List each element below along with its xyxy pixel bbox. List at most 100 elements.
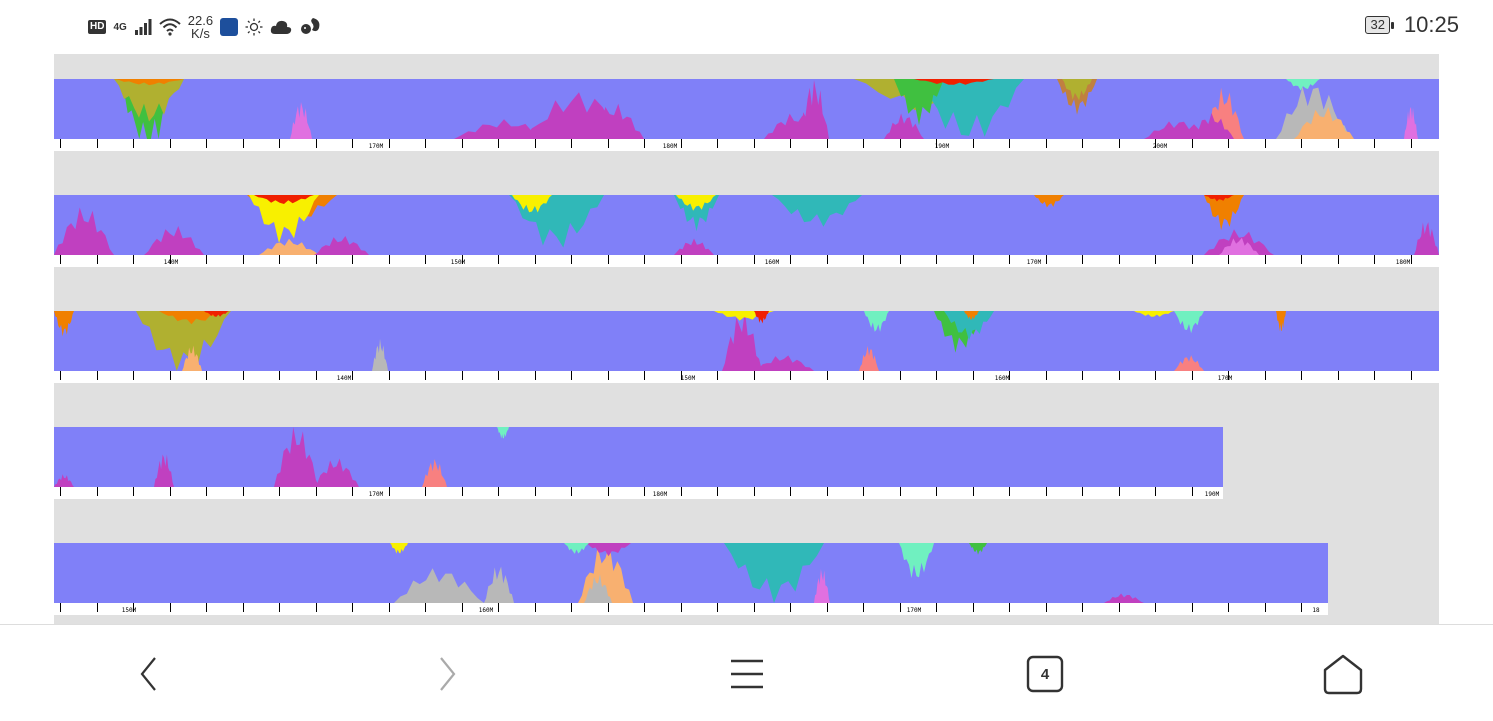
tabs-button[interactable]: 4 bbox=[1022, 651, 1068, 697]
axis-tick bbox=[133, 371, 134, 380]
axis-tick bbox=[1155, 255, 1156, 264]
axis-tick bbox=[498, 371, 499, 380]
axis-tick-label: 170M bbox=[906, 607, 922, 614]
axis-tick bbox=[389, 371, 390, 380]
axis-tick-label: 190M bbox=[934, 143, 950, 150]
genome-track-panel[interactable]: 170M 180M 190M 200M 140M 150M 160M 170M 180M 140M… bbox=[54, 54, 1439, 624]
axis-tick bbox=[316, 603, 317, 612]
axis-tick bbox=[717, 603, 718, 612]
ancestry-region-yellow bbox=[1134, 311, 1174, 317]
axis-tick bbox=[243, 487, 244, 496]
axis-tick bbox=[754, 603, 755, 612]
axis-tick bbox=[389, 487, 390, 496]
ancestry-region-magenta bbox=[799, 80, 829, 139]
axis-tick bbox=[863, 139, 864, 148]
axis-tick bbox=[1119, 371, 1120, 380]
axis-tick bbox=[1009, 255, 1010, 264]
axis-tick bbox=[60, 487, 61, 496]
axis-tick bbox=[535, 487, 536, 496]
menu-button[interactable] bbox=[724, 651, 770, 697]
axis-tick bbox=[790, 603, 791, 612]
axis-tick bbox=[644, 371, 645, 380]
axis-tick bbox=[827, 603, 828, 612]
axis-tick bbox=[279, 255, 280, 264]
axis-tick bbox=[717, 371, 718, 380]
ancestry-region-teal bbox=[772, 195, 862, 227]
background-fill bbox=[54, 427, 1223, 487]
axis-tick bbox=[389, 603, 390, 612]
app-icon bbox=[220, 18, 239, 36]
axis-tick bbox=[97, 371, 98, 380]
axis-tick bbox=[1119, 139, 1120, 148]
axis-tick bbox=[206, 255, 207, 264]
ancestry-region-red bbox=[254, 195, 314, 204]
axis-tick bbox=[279, 139, 280, 148]
axis-tick bbox=[644, 139, 645, 148]
ancestry-region-magenta bbox=[454, 119, 554, 139]
axis-tick bbox=[279, 371, 280, 380]
ancestry-region-gray bbox=[484, 566, 514, 603]
axis-tick bbox=[352, 255, 353, 264]
axis-tick-label: 150M bbox=[680, 375, 696, 382]
tabs-icon bbox=[1026, 655, 1064, 693]
axis-tick bbox=[936, 139, 937, 148]
axis-tick bbox=[60, 255, 61, 264]
battery-indicator: 32 bbox=[1365, 16, 1395, 34]
ancestry-region-aqua bbox=[899, 543, 934, 578]
chromosome-track[interactable]: 170M 180M 190M 200M bbox=[54, 79, 1439, 151]
chromosome-track[interactable]: 140M 150M 160M 170M bbox=[54, 311, 1439, 383]
status-right: 32 10:25 bbox=[1365, 12, 1459, 38]
axis-tick bbox=[97, 139, 98, 148]
ancestry-region-magenta bbox=[722, 311, 762, 371]
forward-button[interactable] bbox=[424, 651, 470, 697]
ancestry-region-olive bbox=[1062, 79, 1092, 101]
axis-tick-label: 180M bbox=[662, 143, 678, 150]
axis-tick bbox=[608, 603, 609, 612]
axis-tick bbox=[97, 603, 98, 612]
ancestry-region-teal bbox=[724, 543, 824, 603]
axis-tick bbox=[717, 255, 718, 264]
axis-tick bbox=[1119, 255, 1120, 264]
back-button[interactable] bbox=[126, 651, 172, 697]
axis-tick bbox=[316, 255, 317, 264]
axis-tick bbox=[1374, 371, 1375, 380]
home-button[interactable] bbox=[1320, 651, 1366, 697]
axis-tick bbox=[1192, 255, 1193, 264]
chromosome-track[interactable]: 170M 180M 190M bbox=[54, 427, 1223, 499]
axis-tick bbox=[535, 603, 536, 612]
hd-badge: HD bbox=[88, 20, 107, 34]
chromosome-track[interactable]: 150M 160M 170M 18 bbox=[54, 543, 1328, 615]
axis-tick bbox=[717, 139, 718, 148]
axis-tick bbox=[1228, 371, 1229, 380]
position-axis: 170M 180M 190M 200M bbox=[54, 139, 1439, 151]
speed-unit: K/s bbox=[191, 26, 210, 41]
axis-tick bbox=[535, 255, 536, 264]
axis-tick bbox=[462, 487, 463, 496]
ancestry-region-magenta bbox=[674, 238, 714, 255]
axis-tick bbox=[571, 139, 572, 148]
ancestry-region-aqua bbox=[497, 427, 509, 439]
ancestry-region-magenta bbox=[1414, 222, 1439, 255]
axis-tick bbox=[863, 255, 864, 264]
axis-tick bbox=[900, 139, 901, 148]
axis-tick-label: 170M bbox=[368, 143, 384, 150]
axis-tick bbox=[1301, 603, 1302, 612]
axis-tick bbox=[754, 139, 755, 148]
axis-tick bbox=[352, 603, 353, 612]
axis-tick bbox=[425, 255, 426, 264]
axis-tick bbox=[790, 139, 791, 148]
position-axis: 150M 160M 170M 18 bbox=[54, 603, 1328, 615]
axis-tick bbox=[1046, 255, 1047, 264]
axis-tick bbox=[1009, 139, 1010, 148]
ancestry-region-peach bbox=[578, 543, 633, 603]
chromosome-track[interactable]: 140M 150M 160M 170M 180M bbox=[54, 195, 1439, 267]
axis-tick bbox=[1155, 487, 1156, 496]
axis-tick bbox=[206, 139, 207, 148]
axis-tick bbox=[1046, 139, 1047, 148]
axis-tick bbox=[462, 371, 463, 380]
ancestry-region-magenta bbox=[1189, 112, 1234, 139]
axis-tick bbox=[462, 255, 463, 264]
axis-tick bbox=[1082, 255, 1083, 264]
ancestry-region-peach bbox=[1294, 107, 1354, 139]
axis-tick bbox=[1119, 603, 1120, 612]
